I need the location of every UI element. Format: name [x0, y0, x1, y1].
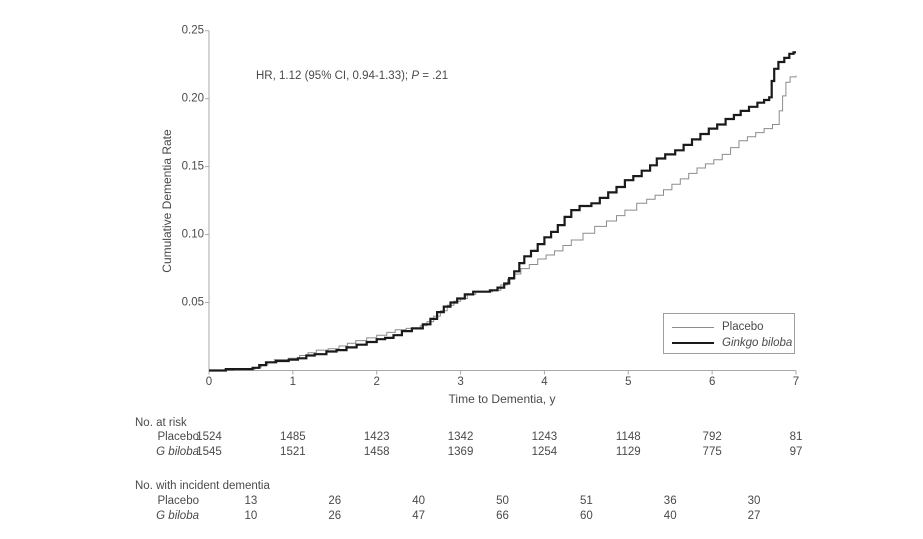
y-tick-label: 0.10 — [181, 228, 204, 241]
legend-label-ginkgo: Ginkgo biloba — [722, 336, 793, 349]
legend: Placebo Ginkgo biloba — [663, 313, 795, 354]
x-tick-label: 3 — [457, 376, 464, 388]
x-tick-label: 5 — [625, 376, 632, 388]
incident-table-value: 27 — [747, 510, 761, 522]
legend-label-placebo: Placebo — [722, 320, 764, 333]
y-tick-label: 0.05 — [181, 296, 204, 309]
risk-table-value: 792 — [702, 431, 722, 443]
hr-annotation-p: P — [411, 70, 419, 82]
risk-table-value: 1521 — [280, 446, 306, 458]
risk-table-value: 1524 — [196, 431, 222, 443]
risk-table-value: 81 — [789, 431, 803, 443]
incident-table-value: 40 — [412, 495, 426, 507]
x-tick-label: 4 — [541, 376, 548, 388]
risk-table-value: 1545 — [196, 446, 222, 458]
incident-table-value: 50 — [496, 495, 509, 507]
incident-row-placebo-label: Placebo — [157, 495, 199, 507]
risk-table-value: 1423 — [363, 431, 390, 443]
y-tick-label: 0.15 — [181, 160, 204, 173]
y-tick-label: 0.20 — [181, 92, 204, 105]
incident-table-value: 26 — [328, 495, 342, 507]
y-axis-title: Cumulative Dementia Rate — [160, 129, 174, 273]
risk-table-value: 1369 — [447, 446, 474, 458]
risk-table-title: No. at risk — [135, 417, 187, 429]
incident-table-value: 51 — [579, 495, 593, 507]
incident-table-value: 66 — [496, 510, 509, 522]
y-tick-label: 0.25 — [181, 24, 204, 37]
risk-table-value: 1129 — [615, 446, 641, 458]
risk-table-value: 1243 — [531, 431, 558, 443]
hr-annotation-suffix: = .21 — [419, 70, 449, 82]
incident-table-value: 60 — [579, 510, 593, 522]
legend-item-placebo: Placebo — [672, 319, 794, 335]
incident-row-gbiloba-label: G biloba — [156, 510, 199, 522]
curve-ginkgo — [209, 51, 796, 372]
x-tick-label: 7 — [792, 376, 800, 388]
risk-table-value: 1342 — [447, 431, 474, 443]
incident-table-value: 26 — [328, 510, 342, 522]
risk-table-value: 1148 — [615, 431, 641, 443]
incident-table-title: No. with incident dementia — [135, 480, 270, 492]
x-tick-label: 1 — [289, 376, 297, 388]
incident-table-value: 40 — [663, 510, 677, 522]
ginkgo-line-swatch — [672, 342, 714, 344]
incident-table-value: 36 — [663, 495, 677, 507]
x-tick-label: 6 — [708, 376, 716, 388]
incident-table-value: 47 — [412, 510, 426, 522]
curve-placebo — [209, 75, 797, 371]
x-tick-label: 2 — [373, 376, 380, 388]
risk-table-value: 1458 — [363, 446, 390, 458]
risk-row-placebo-label: Placebo — [157, 431, 199, 443]
incident-table-value: 13 — [244, 495, 258, 507]
x-axis-title: Time to Dementia, y — [448, 392, 556, 406]
legend-item-ginkgo: Ginkgo biloba — [672, 335, 794, 351]
incident-table-value: 10 — [244, 510, 258, 522]
placebo-line-swatch — [672, 326, 714, 328]
risk-table-value: 1485 — [280, 431, 306, 443]
hr-annotation-prefix: HR, 1.12 (95% CI, 0.94-1.33); — [256, 70, 412, 82]
risk-row-gbiloba-label: G biloba — [156, 446, 199, 458]
x-tick-label: 0 — [205, 376, 213, 388]
risk-table-value: 97 — [789, 446, 803, 458]
hr-annotation: HR, 1.12 (95% CI, 0.94-1.33); P = .21 — [256, 70, 448, 83]
risk-table-value: 775 — [702, 446, 722, 458]
risk-table-value: 1254 — [531, 446, 558, 458]
incident-table-value: 30 — [747, 495, 761, 507]
